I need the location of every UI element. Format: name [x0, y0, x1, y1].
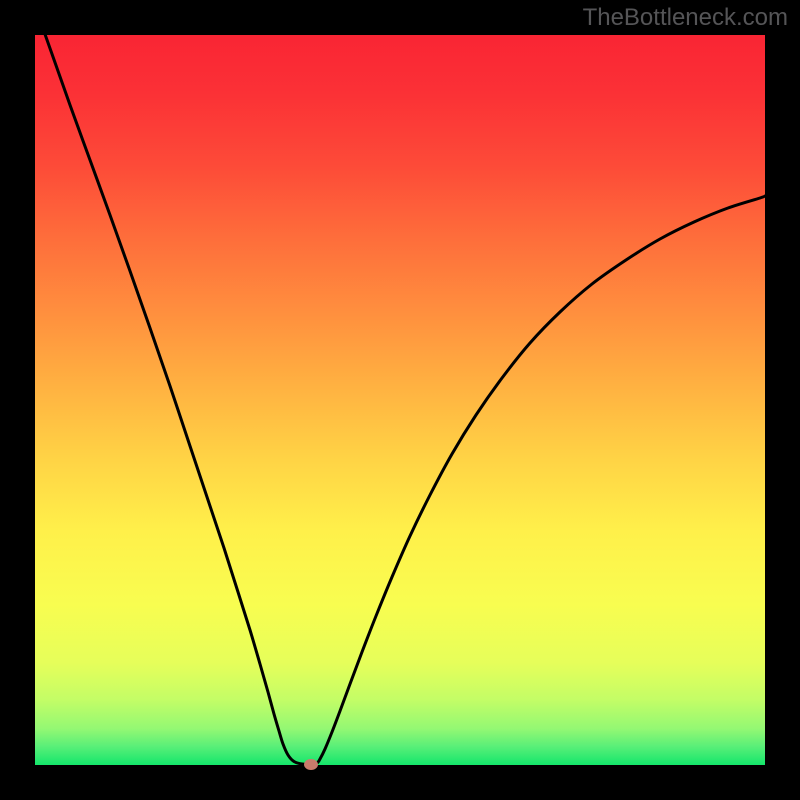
bottleneck-curve	[35, 6, 765, 764]
chart-container: TheBottleneck.com	[0, 0, 800, 800]
chart-svg	[0, 0, 800, 800]
optimal-point-marker	[304, 759, 318, 770]
plot-background	[35, 35, 765, 765]
watermark-text: TheBottleneck.com	[583, 4, 788, 32]
